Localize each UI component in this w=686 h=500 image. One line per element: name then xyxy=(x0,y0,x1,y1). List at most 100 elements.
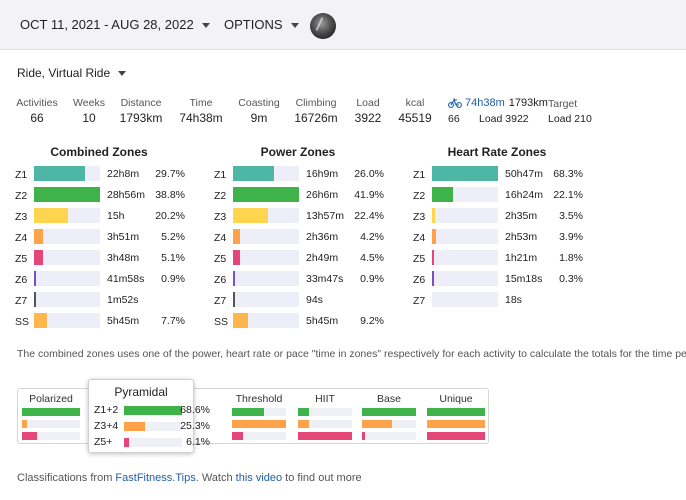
stat-time: Time 74h38m xyxy=(166,97,236,126)
stat-weeks: Weeks 10 xyxy=(54,97,124,126)
hr-zone-row-z5: Z5 1h21m 1.8% xyxy=(413,250,603,271)
classification-bar xyxy=(22,420,27,428)
zone-percent: 5.1% xyxy=(161,252,185,264)
classification-bar-track xyxy=(427,420,485,428)
pyramidal-row-label: Z5+ xyxy=(94,436,113,448)
sport-type-selector[interactable]: Ride, Virtual Ride xyxy=(17,66,127,80)
classification-threshold[interactable]: Threshold xyxy=(228,389,290,443)
classification-bar-track xyxy=(22,408,80,416)
zone-time: 15h xyxy=(107,210,125,222)
classification-label: HIIT xyxy=(315,393,335,405)
stat-kcal: kcal 45519 xyxy=(380,97,450,126)
hr-zone-row-z7: Z7 18s xyxy=(413,292,603,313)
summary-load: Load 3922 xyxy=(479,113,529,125)
stat-label: Coasting xyxy=(238,97,280,109)
classification-bar-track xyxy=(232,420,286,428)
zone-percent: 26.0% xyxy=(354,168,384,180)
zone-bar-track xyxy=(34,250,100,265)
classification-bar xyxy=(427,432,485,440)
classification-bar xyxy=(22,408,80,416)
date-range-selector[interactable]: OCT 11, 2021 - AUG 28, 2022 xyxy=(20,17,210,32)
classification-pyramidal-card[interactable]: Pyramidal Z1+2 68.6% Z3+4 25.3% Z5+ 6.1% xyxy=(88,379,210,453)
classification-bar xyxy=(232,420,286,428)
zone-time: 2h35m xyxy=(505,210,538,222)
zone-bar-fill xyxy=(34,250,43,265)
classification-unique[interactable]: Unique xyxy=(423,389,489,443)
zone-bar-fill xyxy=(432,271,434,286)
chevron-down-icon xyxy=(118,71,127,76)
zone-bar-track xyxy=(233,187,299,202)
classification-hiit[interactable]: HIIT xyxy=(294,389,356,443)
combined-zone-row-z5: Z5 3h48m 5.1% xyxy=(15,250,205,271)
stat-value: 10 xyxy=(82,111,96,125)
zone-time: 3h48m xyxy=(107,252,140,264)
stat-coasting: Coasting 9m xyxy=(224,97,294,126)
pyramidal-bar-track xyxy=(124,406,182,415)
zone-name: Z4 xyxy=(15,232,28,244)
zone-percent: 4.2% xyxy=(360,231,384,243)
combined-zone-row-z1: Z1 22h8m 29.7% xyxy=(15,166,205,187)
zone-name: Z7 xyxy=(15,295,28,307)
zone-bar-track xyxy=(233,166,299,181)
power-zone-row-z4: Z4 2h36m 4.2% xyxy=(214,229,404,250)
classification-bar xyxy=(298,408,309,416)
zone-bar-track xyxy=(34,313,100,328)
combined-zone-row-z4: Z4 3h51m 5.2% xyxy=(15,229,205,250)
pyramidal-row-percent: 68.6% xyxy=(180,404,210,416)
stat-label: Activities xyxy=(16,97,58,109)
zone-percent: 3.9% xyxy=(559,231,583,243)
options-label: OPTIONS xyxy=(224,17,283,32)
classification-bar xyxy=(362,432,366,440)
zone-bar-fill xyxy=(432,250,434,265)
hr-zone-row-z1: Z1 50h47m 68.3% xyxy=(413,166,603,187)
summary-count: 66 xyxy=(448,113,460,125)
zone-bar-fill xyxy=(432,229,436,244)
video-link[interactable]: this video xyxy=(235,472,283,484)
zone-bar-track xyxy=(34,229,100,244)
zone-bar-fill xyxy=(233,292,235,307)
zone-bar-fill xyxy=(432,208,436,223)
zone-bar-track xyxy=(432,208,498,223)
zone-name: Z7 xyxy=(413,295,426,307)
zone-name: Z4 xyxy=(413,232,426,244)
classification-base[interactable]: Base xyxy=(358,389,420,443)
zone-percent: 22.1% xyxy=(553,189,583,201)
avatar[interactable] xyxy=(310,13,336,39)
stat-label: Weeks xyxy=(73,97,105,109)
classification-bar xyxy=(362,420,392,428)
pyramidal-bar xyxy=(124,406,182,415)
stats-row: Activities 66 Weeks 10 Distance 1793km Time 74h… xyxy=(0,97,686,129)
target-label: Target xyxy=(548,98,578,110)
pyramidal-row-label: Z1+2 xyxy=(94,404,119,416)
pyramidal-row: Z3+4 25.3% xyxy=(94,420,210,432)
zone-percent: 7.7% xyxy=(161,315,185,327)
zone-bar-track xyxy=(233,313,299,328)
zone-time: 18s xyxy=(505,294,522,306)
zone-name: Z3 xyxy=(413,211,426,223)
footer-suffix: to find out more xyxy=(282,472,362,484)
zone-name: Z7 xyxy=(214,295,227,307)
zone-name: Z3 xyxy=(214,211,227,223)
zone-bar-fill xyxy=(233,313,248,328)
top-toolbar: OCT 11, 2021 - AUG 28, 2022 OPTIONS xyxy=(0,0,686,50)
classification-bar-track xyxy=(427,432,485,440)
zone-name: Z2 xyxy=(413,190,426,202)
fastfitness-link[interactable]: FastFitness.Tips xyxy=(115,472,196,484)
zone-percent: 41.9% xyxy=(354,189,384,201)
zone-name: Z6 xyxy=(15,274,28,286)
zone-bar-fill xyxy=(34,187,100,202)
options-menu-button[interactable]: OPTIONS xyxy=(224,17,299,32)
chevron-down-icon xyxy=(201,22,210,28)
pyramidal-bar-track xyxy=(124,438,182,447)
pyramidal-row: Z1+2 68.6% xyxy=(94,404,210,416)
bicycle-icon xyxy=(448,98,462,108)
summary-time: 74h38m xyxy=(465,97,505,109)
zone-percent: 0.3% xyxy=(559,273,583,285)
footer-prefix: Classifications from xyxy=(17,472,116,484)
footer-text: Classifications from FastFitness.Tips. W… xyxy=(17,472,362,484)
zone-percent: 22.4% xyxy=(354,210,384,222)
classification-polarized[interactable]: Polarized xyxy=(18,389,84,443)
combined-zones-title: Combined Zones xyxy=(50,145,148,159)
pyramidal-row-percent: 6.1% xyxy=(186,436,210,448)
zone-bar-fill xyxy=(432,187,454,202)
